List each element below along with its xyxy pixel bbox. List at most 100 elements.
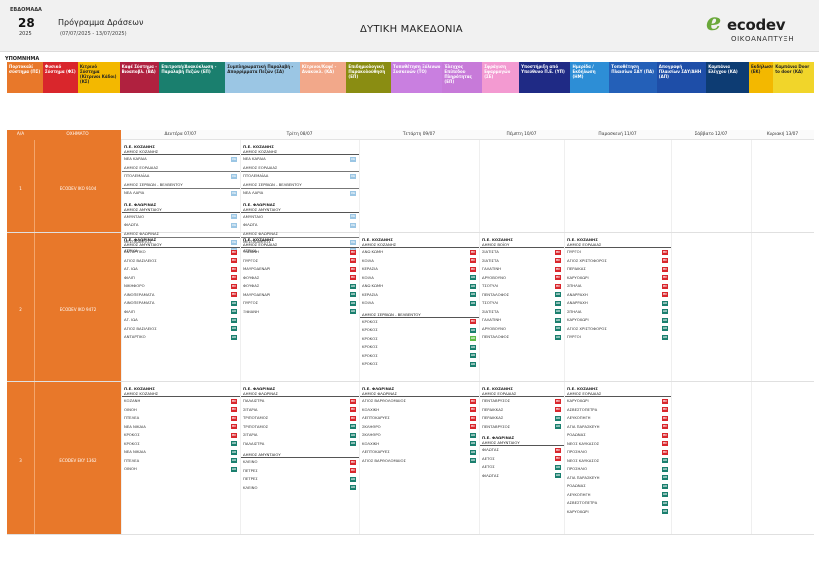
schedule-entry: ΝΕΟΣ ΚΑΥΚΑΣΟΣ ΠΣ xyxy=(565,440,671,449)
schedule-entry: ΛΙΝΟΠΕΡΑΜΑΤΑ ΠΣ xyxy=(122,291,240,300)
entry-location: ΑΜΥΝΤΑΙΟ xyxy=(243,213,264,219)
entry-location: ΠΤΟΛΕΜΑΪΔΑ xyxy=(124,173,150,178)
service-code-badge: ΠΣ xyxy=(231,249,237,255)
entry-location: ΠΕΝΤΑΒΡΥΣΟΣ xyxy=(482,423,511,429)
entry-location: ΡΟΔΩΝΑΣ xyxy=(567,432,586,437)
service-code-badge: ΑΧ xyxy=(470,449,476,455)
service-code-badge: ΠΣ xyxy=(662,249,668,255)
entry-location: ΔΗΜΟΣ ΕΟΡΔΑΙΑΣ xyxy=(243,164,278,170)
service-code-badge: ΑΧ xyxy=(231,458,237,463)
entry-location: ΚΟΙΛΑ xyxy=(362,300,374,305)
regional-unit-label: Π.Ε. ΦΛΩΡΙΝΑΣ xyxy=(124,201,157,207)
column-header: Παρασκευή 11/07 xyxy=(598,132,637,137)
entry-location: ΤΣΟΤΥΛΙ xyxy=(482,300,499,305)
service-code-badge: ΠΣ xyxy=(662,266,668,272)
column-header: ΟΧΗΜΑΤΟ xyxy=(34,130,121,140)
entry-location: ΔΗΜΟΣ ΕΟΡΔΑΙΑΣ xyxy=(124,164,159,170)
entry-location: ΚΟΙΛΑ xyxy=(362,257,374,263)
service-code-badge: ΠΣ xyxy=(555,447,561,453)
entry-location: ΦΟΥΦΑΣ xyxy=(243,274,260,280)
entry-location: ΜΕΣΟΚΑΜΠΟΣ xyxy=(124,239,152,244)
entry-location: ΚΑΡΥΟΧΩΡΙ xyxy=(567,508,589,514)
entry-location: ΔΗΜΟΣ ΦΛΩΡΙΝΑΣ xyxy=(243,230,279,236)
schedule-entry: ΑΝΩ ΚΩΜΗ ΠΣ xyxy=(360,248,479,257)
schedule-entry: ΤΡΙΠΟΤΑΜΟΣ ΑΧ xyxy=(241,423,359,432)
schedule-entry: ΣΙΑΤΙΣΤΑ ΑΧ xyxy=(480,308,564,317)
service-code-badge: ΑΧ xyxy=(350,424,356,429)
legend-item: Καμπάνια Ελέγχου (ΚΑ) xyxy=(706,62,749,93)
schedule-entry: ΣΠΗΛΙΑ ΑΧ xyxy=(565,308,671,317)
service-code-badge: ΣΑ xyxy=(350,156,356,162)
day-cell xyxy=(671,382,751,534)
schedule-entry: ΦΙΛΩΤΑ ΣΑ xyxy=(241,221,359,230)
service-code-badge: ΑΧ xyxy=(662,334,668,340)
service-code-badge: ΠΣ xyxy=(350,398,356,404)
schedule-entry: ΠΑΛΑΙΣΤΡΑ ΠΣ xyxy=(241,397,359,406)
entry-location: ΠΑΛΑΙΣΤΡΑ xyxy=(243,398,265,403)
schedule-entry: ΡΟΔΩΝΑΣ ΠΣ xyxy=(565,431,671,440)
entry-location: ΜΕΣΟΚΑΜΠΟΣ xyxy=(243,239,271,244)
week-label: ΕΒΔΟΜΑΔΑ xyxy=(10,7,42,13)
service-code-badge: ΑΧ xyxy=(555,424,561,429)
schedule-entry: ΑΓΙΟΣ ΧΡΙΣΤΟΦΟΡΟΣ ΠΣ xyxy=(565,257,671,266)
regional-unit-label: Π.Ε. ΚΟΖΑΝΗΣ xyxy=(362,237,393,242)
schedule-entry: ΑΓΙΑ ΠΑΡΑΣΚΕΥΗ ΠΣ xyxy=(565,423,671,432)
service-code-badge: ΑΧ xyxy=(662,475,668,480)
service-code-badge: ΑΧ xyxy=(350,292,356,297)
municipality-label: ΔΗΜΟΣ ΕΟΡΔΑΙΑΣ xyxy=(480,391,564,397)
regional-unit-label: Π.Ε. ΦΛΩΡΙΝΑΣ xyxy=(124,237,157,242)
schedule-entry: ΜΕΣΟΚΑΜΠΟΣ ΣΑ xyxy=(122,238,240,247)
schedule-entry: ΠΤΕΛΕΑ ΠΣ xyxy=(122,414,240,423)
service-code-badge: ΠΣ xyxy=(231,407,237,412)
day-cell: Π.Ε. ΦΛΩΡΙΝΑΣ ΔΗΜΟΣ ΑΜΥΝΤΑΙΟΥ ΑΝΤΑΡΤΙΚΟ ΠΣ Α… xyxy=(121,233,240,381)
service-code-badge: ΠΣ xyxy=(662,275,668,280)
table-row: 2 ECODEV ΙΚΟ 9472 Π.Ε. ΦΛΩΡΙΝΑΣ ΔΗΜΟΣ ΑΜΥΝΤ… xyxy=(7,233,814,382)
service-code-badge: ΠΣ xyxy=(350,415,356,421)
entry-location: ΚΡΟΚΟΣ xyxy=(362,318,378,324)
schedule-entry: ΚΑΡΥΟΧΩΡΙ ΠΣ xyxy=(565,397,671,406)
day-cell xyxy=(359,140,479,232)
entry-location: ΠΕΤΡΕΣ xyxy=(243,476,258,481)
service-code-badge: ΑΧ xyxy=(662,317,668,323)
entry-location: ΑΓ. ΙΩΑ xyxy=(124,266,138,271)
municipality-label: ΔΗΜΟΣ ΑΜΥΝΤΑΙΟΥ xyxy=(122,242,240,248)
service-code-badge: ΑΧ xyxy=(350,300,356,306)
schedule-entry: ΔΡΥΟΒΟΥΝΟ ΠΣ xyxy=(480,274,564,283)
schedule-entry: ΚΑΡΥΟΧΩΡΙ ΑΧ xyxy=(565,316,671,325)
service-code-badge: ΑΧ xyxy=(231,309,237,314)
schedule-entry: ΠΕΝΤΑΛΟΦΟΣ ΑΧ xyxy=(480,333,564,342)
service-code-badge: ΣΑ xyxy=(350,239,356,245)
schedule-entry: ΤΡΙΠΟΤΑΜΟΣ ΠΣ xyxy=(241,414,359,423)
entry-location: ΚΟΛΧΙΚΗ xyxy=(362,406,380,412)
entry-location: ΚΕΡΑΣΙΑ xyxy=(362,266,378,271)
service-code-badge: ΑΧ xyxy=(231,317,237,323)
entry-location: ΝΕΑ ΝΙΚΑΙΑ xyxy=(124,423,146,429)
entry-location: ΜΑΥΡΟΔΕΝΔΡΙ xyxy=(243,291,271,297)
schedule-entry: ΓΑΛΑΤΙΝΗ ΠΣ xyxy=(480,265,564,274)
schedule-entry: ΑΓ. ΙΩΑ ΑΧ xyxy=(122,316,240,325)
service-code-badge: ΠΣ xyxy=(350,407,356,412)
entry-location: ΦΙΛΩΤΑΣ xyxy=(482,472,499,478)
page-header: ΕΒΔΟΜΑΔΑ 28 2025 Πρόγραμμα Δράσεων (07/0… xyxy=(0,0,819,52)
schedule-entry: ΠΥΡΓΟΙ ΑΧ xyxy=(565,333,671,342)
regional-unit-label: Π.Ε. ΚΟΖΑΝΗΣ xyxy=(482,237,513,242)
entry-location: ΦΙΛΙΠ xyxy=(124,308,135,314)
service-code-badge: ΑΧ xyxy=(555,317,561,323)
service-code-badge: ΑΧ xyxy=(555,415,561,421)
service-code-badge: ΑΧ xyxy=(231,300,237,306)
schedule-entry: ΝΕΑ ΝΙΚΑΙΑ ΑΧ xyxy=(122,448,240,457)
schedule-entry: ΚΕΡΑΣΙΑ ΑΧ xyxy=(360,291,479,300)
entry-location: ΑΣΒΕΣΤΟΠΕΤΡΑ xyxy=(567,406,598,412)
schedule-entry: ΞΙΦΙΑΝΗ ΠΣ xyxy=(241,248,359,257)
legend-item: Φυσικό Σύστημα (ΦΣ) xyxy=(42,62,78,93)
schedule-entry: ΑΝΤΑΡΤΙΚΟ ΑΧ xyxy=(122,333,240,342)
schedule-entry: ΓΑΛΑΤΙΝΗ ΑΧ xyxy=(480,316,564,325)
service-code-badge: ΠΣ xyxy=(555,283,561,289)
service-code-badge: ΑΧ xyxy=(470,292,476,297)
legend-item: Εκδήλωση (ΕΚ) xyxy=(748,62,774,93)
service-code-badge: ΠΣ xyxy=(662,407,668,412)
service-code-badge: ΠΣ xyxy=(231,415,237,421)
entry-location: ΦΙΛΙΠ xyxy=(124,274,135,280)
service-code-badge: ΑΧ xyxy=(350,432,356,438)
entry-location: ΑΝΩ ΚΩΜΗ xyxy=(362,283,384,288)
